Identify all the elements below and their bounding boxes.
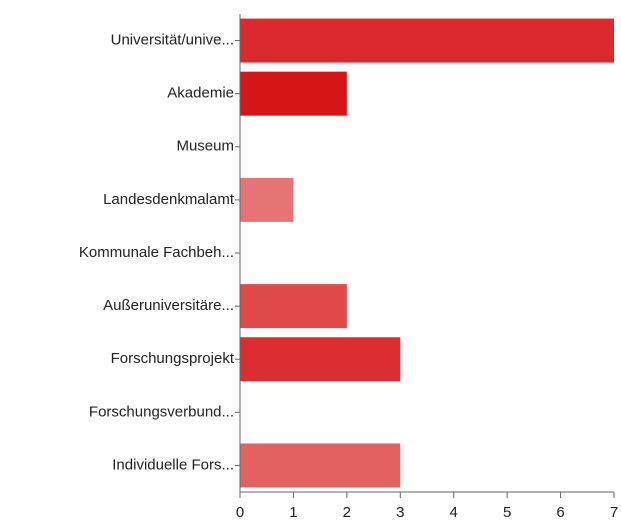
x-tick-label: 5 (503, 504, 511, 521)
y-tick-label: Universität/unive... (111, 32, 234, 49)
x-tick-label: 3 (396, 504, 404, 521)
bar (240, 337, 401, 382)
y-tick-label: Akademie (167, 85, 234, 102)
y-tick-label: Außeruniversitäre... (103, 297, 234, 314)
x-tick-label: 7 (610, 504, 618, 521)
x-tick-label: 0 (236, 504, 244, 521)
x-tick-label: 1 (289, 504, 297, 521)
bar (240, 18, 614, 63)
bar (240, 177, 294, 222)
y-tick-label: Kommunale Fachbeh... (79, 244, 234, 261)
x-tick-label: 4 (450, 504, 458, 521)
bar (240, 443, 401, 488)
x-tick-label: 2 (343, 504, 351, 521)
bar (240, 71, 347, 116)
y-tick-label: Landesdenkmalamt (103, 191, 235, 208)
y-tick-label: Museum (176, 138, 234, 155)
bar (240, 284, 347, 329)
y-tick-label: Individuelle Fors... (112, 456, 234, 473)
y-tick-label: Forschungsverbund... (89, 403, 234, 420)
x-tick-label: 6 (556, 504, 564, 521)
y-tick-label: Forschungsprojekt (111, 350, 235, 367)
